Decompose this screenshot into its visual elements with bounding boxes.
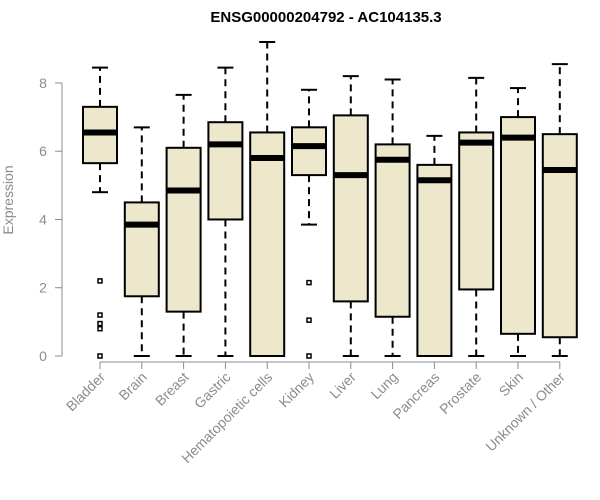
box-gastric bbox=[207, 66, 244, 357]
y-tick-label: 6 bbox=[39, 143, 47, 159]
x-tick-label-bladder: Bladder bbox=[63, 369, 109, 415]
outlier-point bbox=[97, 320, 103, 327]
boxes-group bbox=[82, 41, 578, 359]
x-tick-label-unknown-other: Unknown / Other bbox=[482, 369, 568, 455]
outlier-point bbox=[97, 278, 103, 284]
iqr-box bbox=[165, 146, 202, 313]
iqr-box bbox=[291, 126, 327, 177]
iqr-box bbox=[541, 133, 578, 339]
x-tick-label-breast: Breast bbox=[152, 369, 192, 409]
y-axis: 0 2 4 6 8 bbox=[39, 75, 63, 364]
iqr-box bbox=[207, 121, 244, 221]
x-tick-label-lung: Lung bbox=[367, 369, 400, 402]
box-prostate bbox=[458, 76, 495, 357]
y-axis-label: Expression bbox=[0, 165, 16, 234]
y-tick-label: 8 bbox=[39, 75, 47, 91]
x-tick-label-brain: Brain bbox=[115, 369, 149, 403]
box-breast bbox=[165, 93, 202, 357]
outlier-point bbox=[97, 325, 103, 332]
iqr-box bbox=[249, 131, 286, 357]
y-tick-label: 0 bbox=[39, 348, 47, 364]
x-tick-label-skin: Skin bbox=[496, 369, 527, 400]
box-skin bbox=[500, 87, 536, 357]
y-tick-label: 4 bbox=[39, 211, 47, 227]
box-liver bbox=[332, 75, 369, 357]
box-brain bbox=[123, 126, 160, 357]
box-lung bbox=[374, 78, 411, 357]
iqr-box bbox=[374, 143, 411, 318]
outlier-point bbox=[306, 279, 312, 286]
iqr-box bbox=[416, 163, 453, 357]
chart-title: ENSG00000204792 - AC104135.3 bbox=[210, 9, 441, 26]
y-tick-label: 2 bbox=[39, 280, 47, 296]
x-tick-label-kidney: Kidney bbox=[276, 369, 318, 411]
iqr-box bbox=[500, 116, 536, 335]
box-bladder bbox=[82, 66, 118, 359]
outlier-point bbox=[97, 353, 103, 359]
outlier-point bbox=[306, 317, 312, 323]
box-unknown-other bbox=[541, 63, 578, 357]
x-tick-label-prostate: Prostate bbox=[436, 369, 484, 417]
box-kidney bbox=[291, 88, 327, 359]
outlier-point bbox=[97, 312, 103, 318]
iqr-box bbox=[458, 131, 495, 291]
x-tick-label-liver: Liver bbox=[326, 369, 359, 402]
outlier-point bbox=[306, 353, 312, 359]
box-pancreas bbox=[416, 134, 453, 357]
iqr-box bbox=[332, 114, 369, 303]
iqr-box bbox=[123, 201, 160, 298]
box-hematopoietic-cells bbox=[249, 41, 286, 357]
